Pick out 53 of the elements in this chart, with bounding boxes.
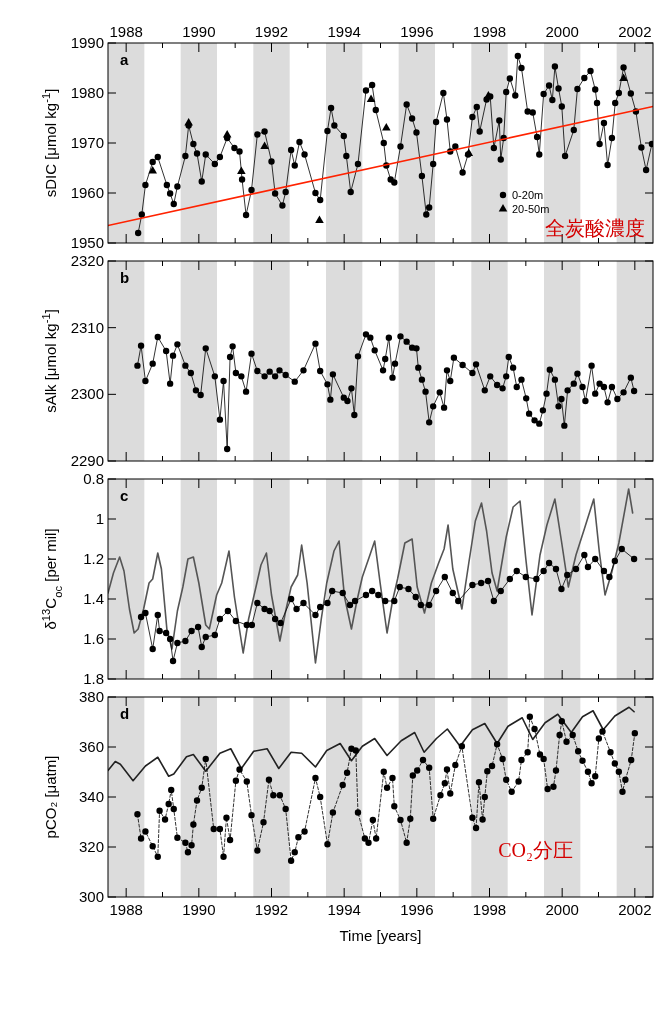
point <box>260 141 269 149</box>
point <box>315 215 324 223</box>
x-axis-title: Time [years] <box>339 927 422 944</box>
point <box>237 166 246 174</box>
x-tick-label: 1994 <box>327 901 361 918</box>
line-series <box>108 706 635 782</box>
legend-label: 0-20m <box>512 189 544 201</box>
y-tick-label: 2300 <box>70 385 104 403</box>
y-tick-label: 1970 <box>70 134 104 151</box>
y-tick-label: 0.8 <box>83 470 104 487</box>
y-tick-label: 1.4 <box>83 590 104 607</box>
y-tick-label: 1960 <box>70 184 104 201</box>
x2-tick-label: 2002 <box>618 23 652 40</box>
x-tick-label: 2000 <box>545 901 579 918</box>
x2-tick-label: 1998 <box>472 23 507 40</box>
x2-tick-label: 1990 <box>182 23 216 40</box>
y-tick-label: 1990 <box>70 34 104 51</box>
legend-label: 20-50m <box>512 203 550 215</box>
point <box>619 73 628 81</box>
y-tick-label: 2310 <box>70 318 104 336</box>
y-tick-label: 1950 <box>70 234 104 251</box>
annotation: 全炭酸濃度 <box>545 217 645 239</box>
line-series <box>108 488 634 664</box>
y-tick-label: 300 <box>78 888 104 905</box>
x2-tick-label: 1992 <box>254 23 289 40</box>
annotation: a <box>120 51 129 68</box>
annotation: CO₂分圧 <box>498 839 573 861</box>
y-axis-title: pCO₂ [μatm] <box>42 755 59 839</box>
y-tick-label: 1.8 <box>83 670 104 687</box>
annotation: d <box>120 705 130 722</box>
y-tick-label: 360 <box>78 738 104 755</box>
y-tick-label: 2320 <box>70 252 104 269</box>
x-tick-label: 1990 <box>182 901 216 918</box>
y-tick-label: 1.6 <box>83 630 104 647</box>
y-tick-label: 2290 <box>70 452 104 469</box>
x-tick-label: 1988 <box>109 901 143 918</box>
x2-tick-label: 1996 <box>400 23 434 40</box>
x-tick-label: 1996 <box>400 901 434 918</box>
x2-tick-label: 1988 <box>109 23 143 40</box>
x-tick-label: 1992 <box>254 901 289 918</box>
x2-tick-label: 1994 <box>327 23 361 40</box>
y-tick-label: 1980 <box>70 84 104 101</box>
y-tick-label: 340 <box>78 788 104 805</box>
point <box>366 94 376 102</box>
annotation: c <box>120 487 129 504</box>
x2-tick-label: 2000 <box>545 23 579 40</box>
x-tick-label: 2002 <box>618 901 652 918</box>
x-tick-label: 1998 <box>472 901 507 918</box>
y-tick-label: 380 <box>78 688 104 705</box>
y-tick-label: 320 <box>78 838 104 855</box>
y-tick-label: 1.2 <box>83 550 104 567</box>
y-tick-label: 1 <box>95 510 104 527</box>
annotation: b <box>120 269 130 286</box>
